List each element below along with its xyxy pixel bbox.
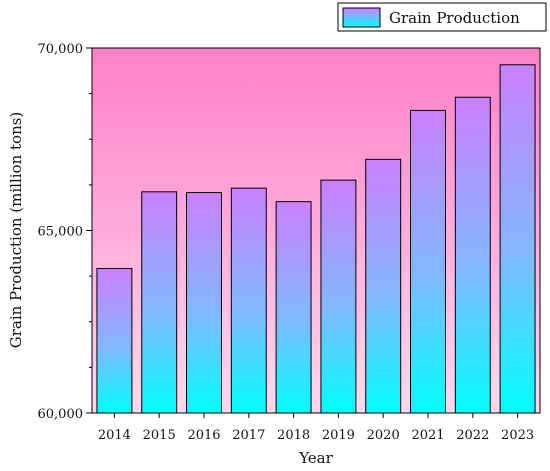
bar-2014 bbox=[96, 267, 133, 414]
x-tick-label: 2023 bbox=[501, 428, 534, 443]
y-tick-label: 70,000 bbox=[38, 42, 84, 57]
x-tick-label: 2016 bbox=[187, 428, 220, 443]
bar-2019 bbox=[320, 179, 357, 414]
bar-2015 bbox=[141, 191, 178, 414]
y-axis: 60,000 65,000 70,000 bbox=[38, 42, 92, 422]
bar-2022 bbox=[454, 96, 491, 414]
x-tick-label: 2021 bbox=[411, 428, 444, 443]
y-axis-title: Grain Production (million tons) bbox=[7, 112, 25, 349]
bar-2017 bbox=[230, 187, 267, 414]
bar-series bbox=[96, 64, 536, 414]
x-axis-title: Year bbox=[298, 449, 333, 467]
bar-2020 bbox=[365, 158, 402, 414]
x-tick-label: 2019 bbox=[322, 428, 355, 443]
legend-label: Grain Production bbox=[389, 9, 520, 27]
x-axis: 2014 2015 2016 2017 2018 2019 2020 2021 2022 2023 bbox=[98, 413, 534, 443]
x-tick-label: 2015 bbox=[143, 428, 176, 443]
x-tick-label: 2014 bbox=[98, 428, 131, 443]
legend: Grain Production bbox=[337, 2, 547, 32]
x-tick-label: 2017 bbox=[232, 428, 265, 443]
bar-2023 bbox=[499, 64, 536, 414]
legend-swatch bbox=[342, 7, 381, 28]
x-tick-label: 2020 bbox=[367, 428, 400, 443]
bar-2016 bbox=[186, 192, 222, 414]
x-tick-label: 2022 bbox=[456, 428, 489, 443]
x-tick-label: 2018 bbox=[277, 428, 310, 443]
y-tick-label: 65,000 bbox=[38, 225, 84, 240]
bar-2021 bbox=[410, 109, 446, 414]
bar-2018 bbox=[275, 201, 312, 414]
y-tick-label: 60,000 bbox=[38, 407, 84, 422]
